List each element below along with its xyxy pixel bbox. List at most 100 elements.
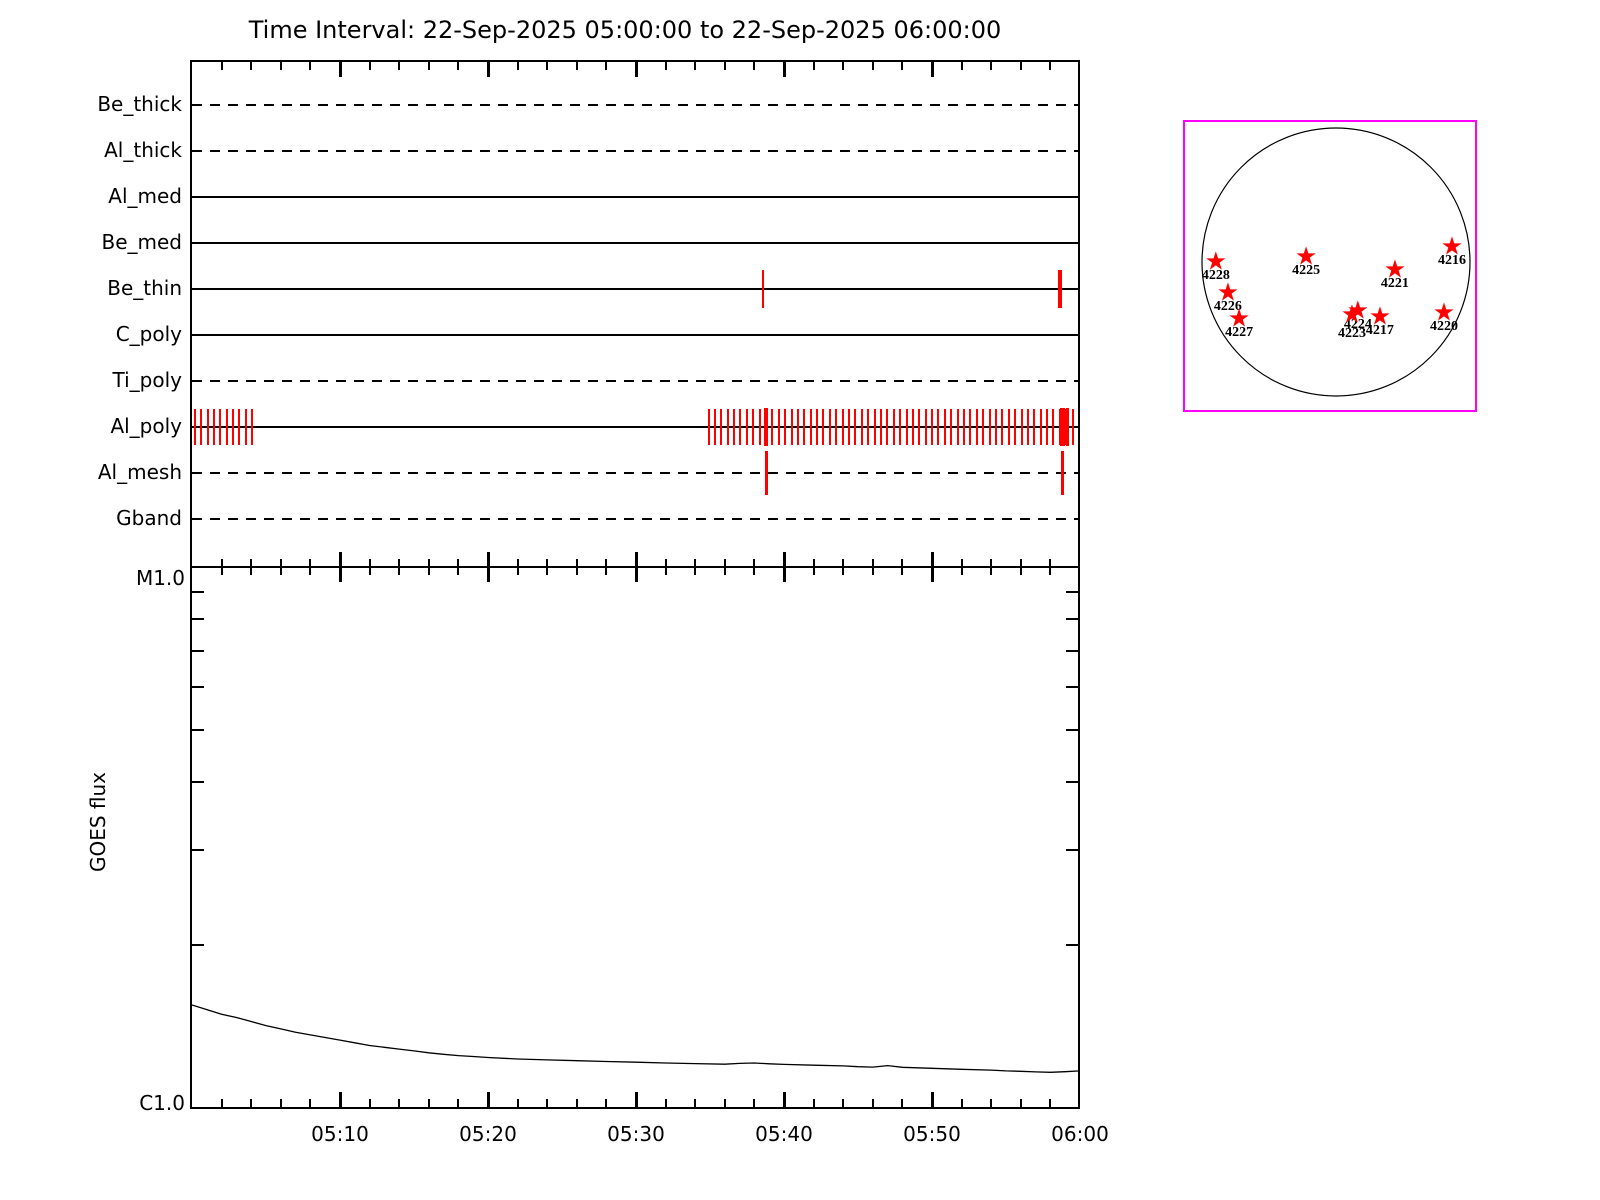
channel-label-Gband: Gband xyxy=(116,506,182,530)
exposure-mark-Al_poly xyxy=(231,409,234,445)
x-axis-tick xyxy=(220,1099,223,1107)
channel-label-Be_med: Be_med xyxy=(101,230,182,254)
exposure-mark-Al_poly xyxy=(924,409,927,445)
x-axis-tick xyxy=(279,559,282,575)
exposure-mark-Al_poly xyxy=(809,409,812,445)
exposure-mark-Al_poly xyxy=(1014,409,1017,445)
active-region-label-4226: 4226 xyxy=(1213,299,1242,315)
channel-line-Gband xyxy=(192,518,1078,520)
x-axis-tick xyxy=(930,1092,934,1107)
x-axis-tick xyxy=(546,62,549,70)
exposure-mark-Al_poly xyxy=(860,409,863,445)
goes-y-minor-tick xyxy=(1066,649,1078,652)
goes-y-minor-tick xyxy=(192,728,204,731)
exposure-mark-Al_poly xyxy=(1039,409,1042,445)
exposure-mark-Al_poly xyxy=(1001,409,1004,445)
x-axis-tick xyxy=(901,62,904,70)
exposure-mark-Al_poly xyxy=(1026,409,1029,445)
exposure-mark-Al_poly xyxy=(777,409,780,445)
channel-label-C_poly: C_poly xyxy=(115,322,182,346)
x-axis-tick xyxy=(309,1099,312,1107)
exposure-mark-Al_poly xyxy=(1059,408,1065,446)
active-region-star-4216: ★ xyxy=(1440,231,1464,261)
x-axis-tick xyxy=(723,559,726,575)
x-axis-tick xyxy=(457,1099,460,1107)
solar-disk-box: ★ 4228 ★ 4226 ★ 4227 ★ 4225 ★ 4224 ★ 4223 ★ 4217 ★ 4221… xyxy=(1183,120,1477,412)
x-axis-tick xyxy=(486,62,490,77)
goes-y-minor-tick xyxy=(1066,728,1078,731)
x-axis-tick xyxy=(575,1099,578,1107)
exposure-mark-Al_poly xyxy=(879,409,882,445)
x-tick-label-05:30: 05:30 xyxy=(607,1122,665,1146)
x-axis-tick xyxy=(694,62,697,70)
exposure-mark-Al_poly xyxy=(803,409,806,445)
x-axis-tick xyxy=(782,1092,786,1107)
x-axis-tick xyxy=(664,559,667,575)
exposure-mark-Al_poly xyxy=(1065,408,1069,446)
exposure-mark-Al_poly xyxy=(758,409,761,445)
active-region-label-4228: 4228 xyxy=(1201,267,1230,283)
exposure-mark-Al_poly xyxy=(1033,409,1036,445)
exposure-mark-Al_poly xyxy=(244,409,247,445)
x-axis-tick xyxy=(605,559,608,575)
x-tick-label-05:10: 05:10 xyxy=(311,1122,369,1146)
channel-label-Ti_poly: Ti_poly xyxy=(112,368,182,392)
x-axis-tick xyxy=(1019,62,1022,70)
goes-y-minor-tick xyxy=(1066,781,1078,784)
channel-line-Al_thick xyxy=(192,150,1078,152)
x-tick-label-06:00: 06:00 xyxy=(1051,1122,1109,1146)
x-axis-tick xyxy=(782,552,786,582)
exposure-mark-Al_poly xyxy=(867,409,870,445)
channel-line-Be_thick xyxy=(192,104,1078,106)
channel-label-Al_poly: Al_poly xyxy=(110,414,182,438)
exposure-mark-Al_poly xyxy=(848,409,851,445)
x-axis-tick xyxy=(1049,1099,1052,1107)
x-axis-tick xyxy=(990,62,993,70)
x-axis-tick xyxy=(486,1092,490,1107)
x-axis-tick xyxy=(634,62,638,77)
x-axis-tick xyxy=(309,62,312,70)
channel-line-Ti_poly xyxy=(192,380,1078,382)
exposure-mark-Al_mesh xyxy=(1061,451,1065,495)
xrt-timeline-panel xyxy=(190,60,1080,566)
x-axis-tick xyxy=(575,62,578,70)
exposure-mark-Al_poly xyxy=(892,409,895,445)
goes-y-minor-tick xyxy=(1066,618,1078,621)
x-axis-tick xyxy=(398,559,401,575)
exposure-mark-Al_poly xyxy=(752,409,755,445)
active-region-label-4221: 4221 xyxy=(1380,276,1409,292)
exposure-mark-Al_poly xyxy=(905,409,908,445)
active-region-star-4226: ★ xyxy=(1216,277,1240,307)
x-axis-tick xyxy=(1049,559,1052,575)
channel-label-Be_thick: Be_thick xyxy=(97,92,182,116)
exposure-mark-Al_poly xyxy=(771,409,774,445)
exposure-mark-Al_poly xyxy=(1020,409,1023,445)
exposure-mark-Al_poly xyxy=(212,409,215,445)
x-axis-tick xyxy=(723,62,726,70)
exposure-mark-Al_mesh xyxy=(765,451,769,495)
x-axis-tick xyxy=(575,559,578,575)
x-axis-tick xyxy=(427,62,430,70)
x-axis-tick xyxy=(338,552,342,582)
exposure-mark-Al_poly xyxy=(854,409,857,445)
x-axis-tick xyxy=(546,559,549,575)
x-axis-tick xyxy=(338,1092,342,1107)
exposure-mark-Al_poly xyxy=(790,409,793,445)
x-axis-tick xyxy=(753,1099,756,1107)
x-axis-tick xyxy=(871,62,874,70)
x-axis-tick xyxy=(1019,1099,1022,1107)
exposure-mark-Al_poly xyxy=(796,409,799,445)
x-axis-tick xyxy=(457,559,460,575)
exposure-mark-Al_poly xyxy=(937,409,940,445)
exposure-mark-Al_poly xyxy=(763,408,768,446)
exposure-mark-Al_poly xyxy=(963,409,965,445)
active-region-label-4216: 4216 xyxy=(1437,252,1466,268)
x-axis-tick xyxy=(368,1099,371,1107)
x-axis-tick xyxy=(871,559,874,575)
x-axis-tick xyxy=(1049,62,1052,70)
x-axis-tick xyxy=(812,559,815,575)
active-region-label-4225: 4225 xyxy=(1292,262,1321,278)
goes-y-minor-tick xyxy=(192,649,204,652)
active-region-star-4223: ★ xyxy=(1340,299,1364,329)
